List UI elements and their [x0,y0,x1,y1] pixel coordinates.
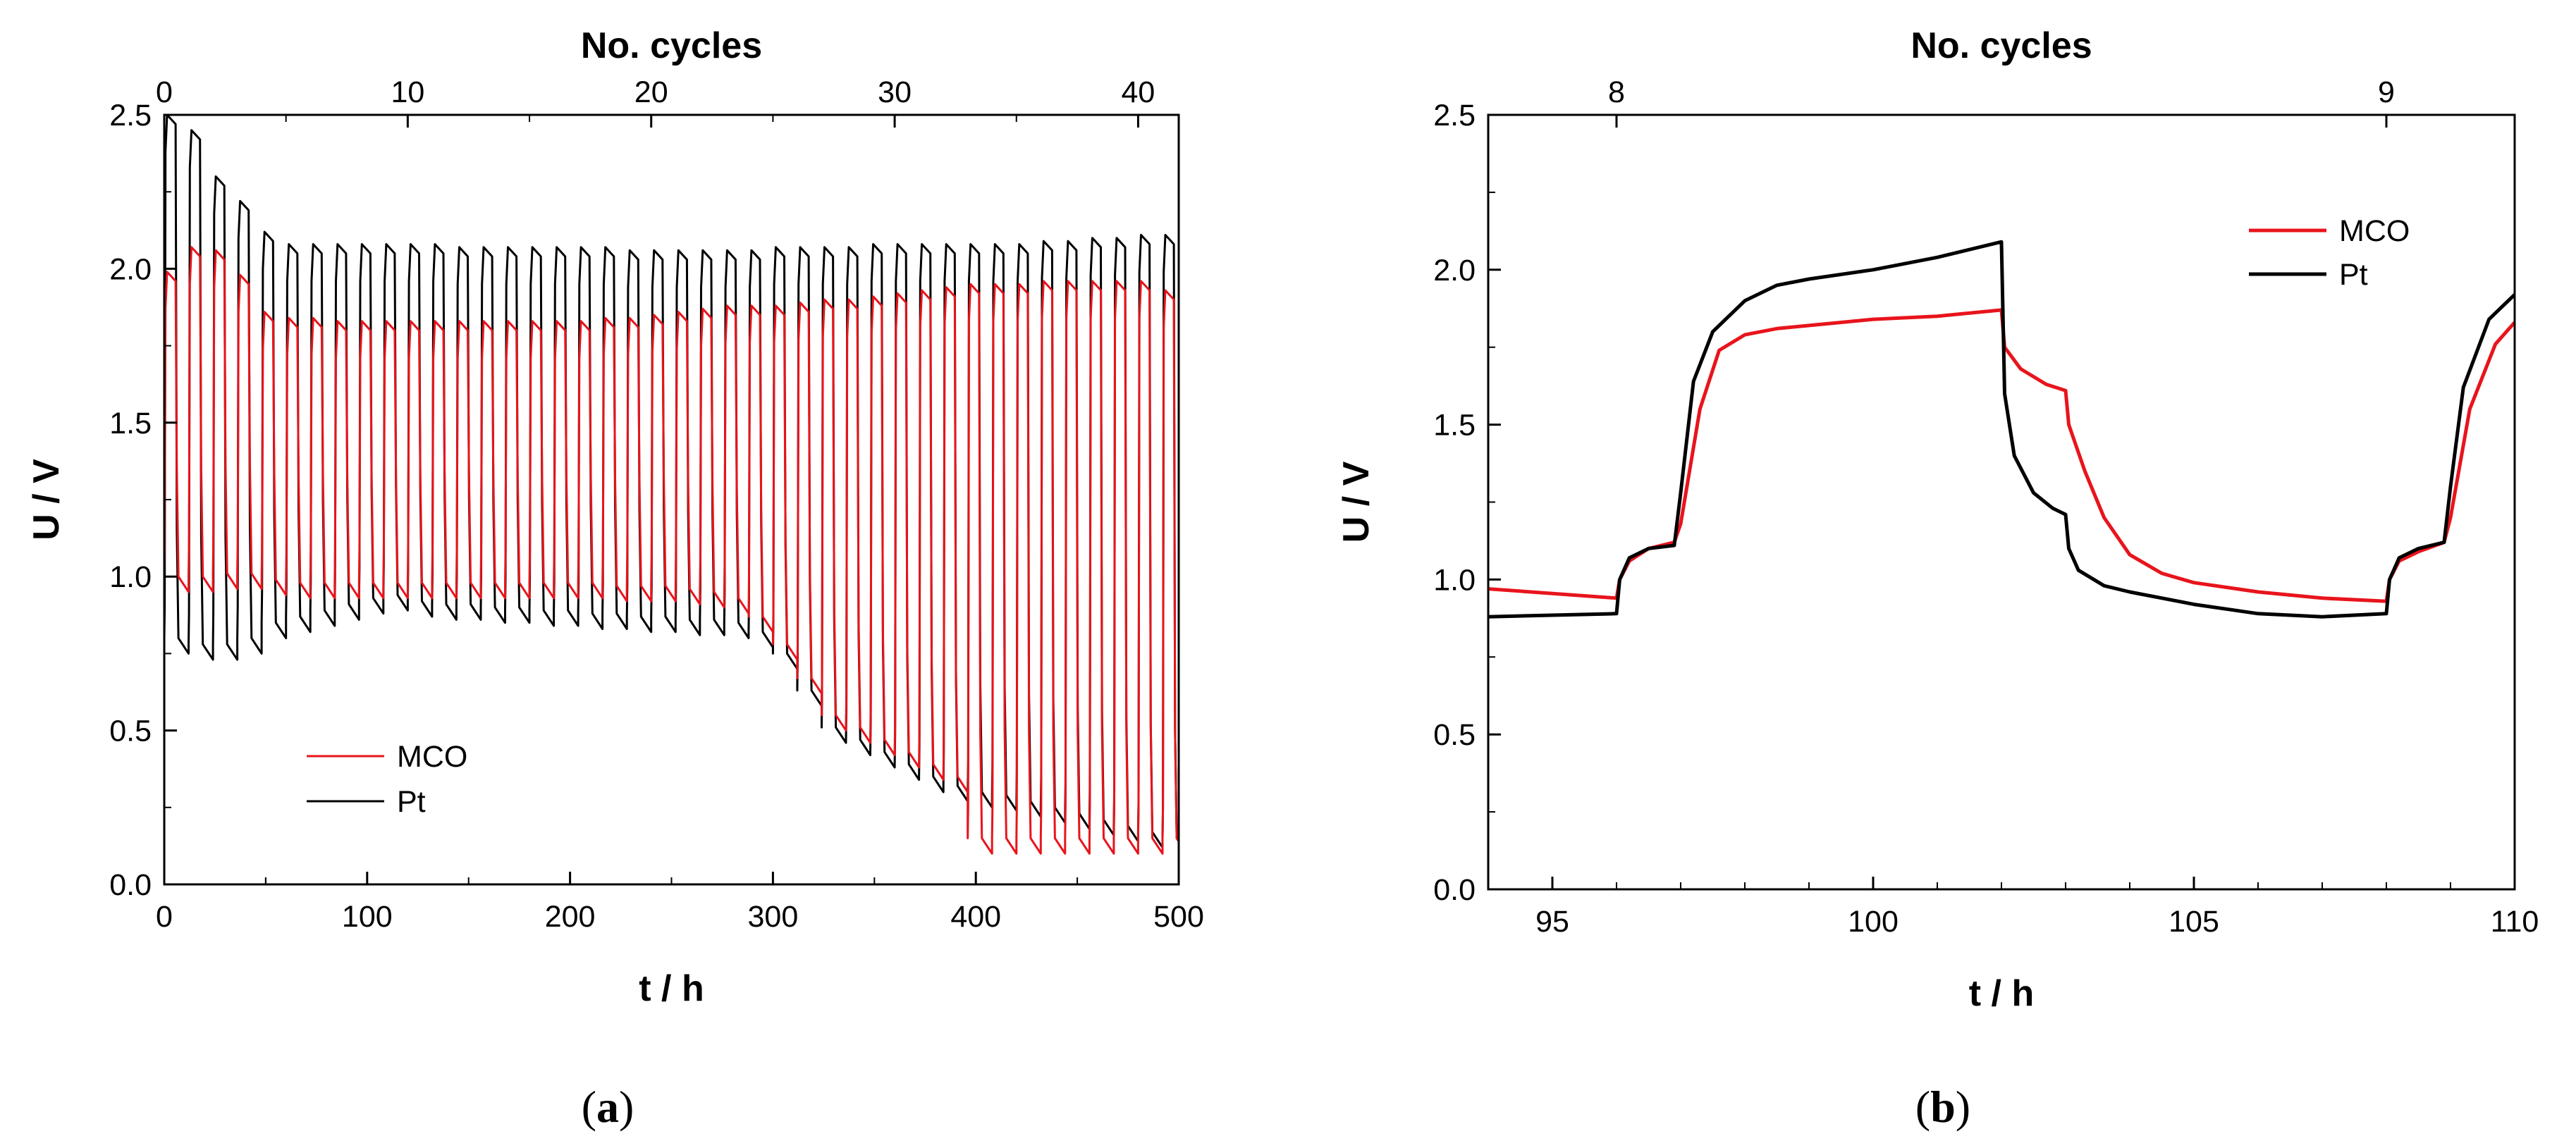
series-line-pt [1488,240,2515,619]
x-tick-label: 100 [342,900,393,934]
plot-area [1488,240,2515,619]
x-axis-title: t / h [1969,973,2034,1014]
panel-paren: ) [1956,1082,1970,1132]
top-axis-title: No. cycles [581,25,762,66]
chart-b: 95 100 105 110 0.0 0.5 1.0 1.5 2.0 2.5 8 9 No. cycle… [1336,25,2539,1132]
top-tick-label: 8 [1608,75,1625,109]
top-tick-label: 10 [391,75,424,109]
legend-label-pt: Pt [397,785,426,819]
panel-paren: ) [619,1082,634,1132]
top-tick-label: 30 [878,75,912,109]
plot-frame [163,113,1180,886]
plot-area [164,115,1179,855]
y-tick-label: 1.5 [109,407,152,440]
top-tick-label: 9 [2378,75,2395,109]
panel-paren: ( [1915,1082,1930,1132]
y-tick-label: 2.5 [1433,99,1476,132]
legend-label-pt: Pt [2339,258,2368,292]
y-tick-label: 0.0 [1433,873,1476,907]
y-axis-title: U / V [26,459,67,540]
series-line-mco [1488,308,2515,603]
x-tick-label: 95 [1535,905,1569,939]
y-tick-label: 1.0 [1433,563,1476,597]
panel-label: (b) [1915,1082,1970,1132]
legend-label-mco: MCO [397,740,467,774]
y-tick-label: 2.0 [109,252,152,286]
y-tick-label: 1.0 [109,560,152,594]
y-tick-label: 0.5 [1433,718,1476,752]
legend: MCO Pt [2249,214,2410,292]
top-tick-label: 20 [634,75,668,109]
x-tick-label: 110 [2491,905,2539,939]
panel-letter: b [1930,1082,1956,1132]
x-tick-label: 105 [2169,905,2219,939]
top-axis-title: No. cycles [1910,25,2092,66]
x-tick-label: 400 [950,900,1001,934]
panel-letter: a [596,1082,619,1132]
x-tick-label: 300 [748,900,799,934]
x-tick-label: 500 [1153,900,1204,934]
x-tick-label: 100 [1848,905,1899,939]
y-tick-label: 1.5 [1433,409,1476,443]
legend-label-mco: MCO [2339,214,2410,248]
x-tick-label: 0 [156,900,173,934]
y-tick-label: 2.0 [1433,254,1476,288]
x-axis-title: t / h [639,968,704,1009]
top-tick-label: 40 [1122,75,1155,109]
series-line-mco [164,246,1179,855]
top-tick-label: 0 [156,75,173,109]
panel-label: (a) [582,1082,634,1132]
x-tick-label: 200 [545,900,596,934]
y-tick-label: 0.5 [109,715,152,748]
y-tick-label: 2.5 [109,99,152,132]
panel-paren: ( [582,1082,596,1132]
legend: MCO Pt [307,740,467,819]
y-axis-title: U / V [1336,461,1377,543]
y-tick-label: 0.0 [109,868,152,902]
